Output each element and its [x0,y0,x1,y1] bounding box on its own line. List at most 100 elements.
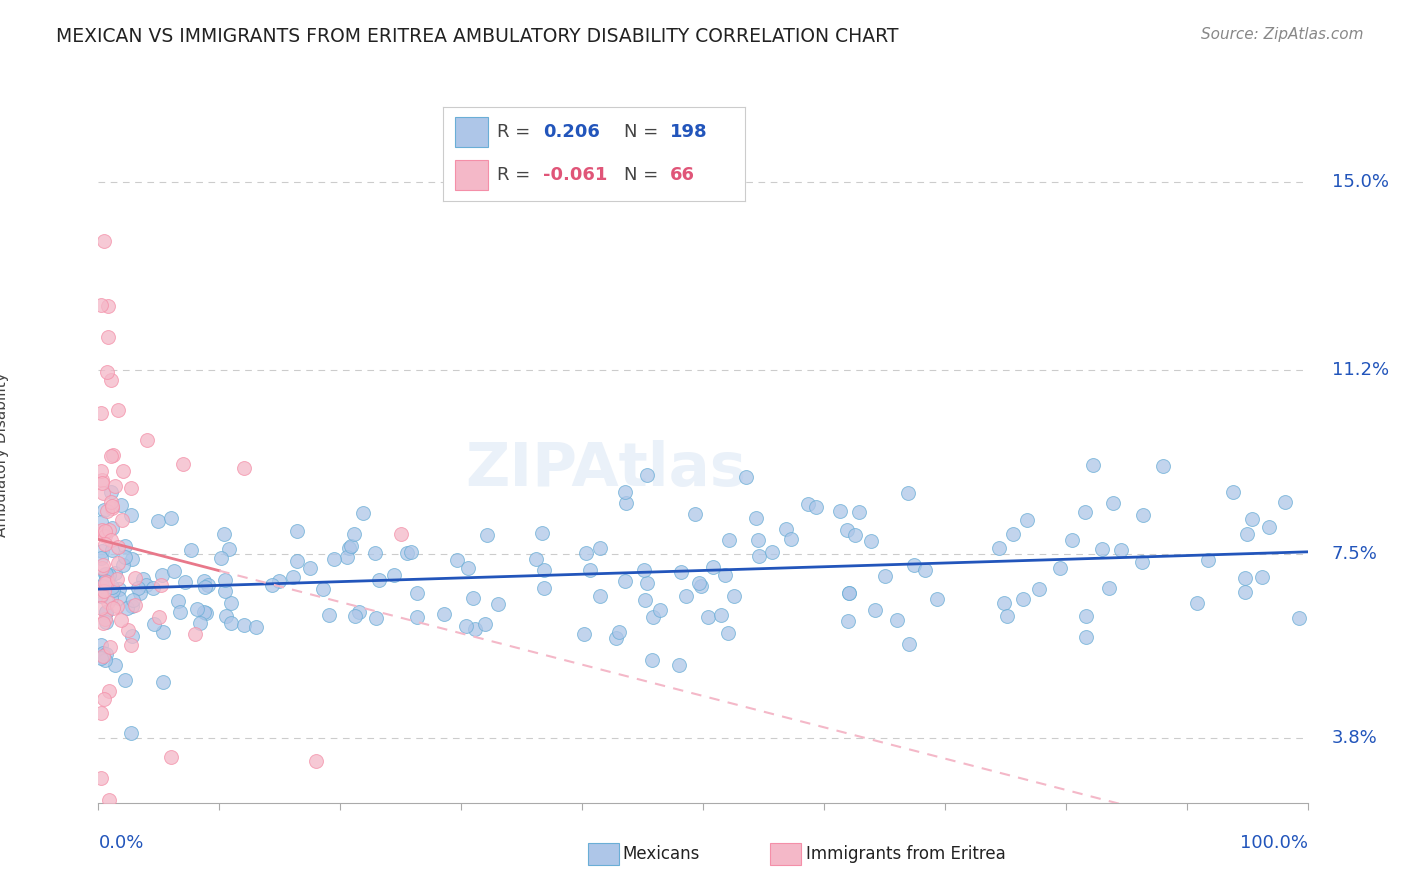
Point [90,298,112,312]
Point [363,546,385,560]
Point [486,597,509,611]
Point [96,504,118,518]
Point [283,570,305,584]
Point [607,625,630,640]
Point [90,638,112,652]
Point [163,564,186,578]
Point [761,545,783,559]
Point [389,527,412,541]
Point [464,622,486,636]
Point [97,299,120,313]
Point [914,563,936,577]
Point [121,629,143,643]
Point [668,657,690,672]
Text: 0.206: 0.206 [543,123,599,141]
Point [1234,571,1257,585]
Text: N =: N = [624,123,664,141]
Point [100,495,122,509]
Point [433,607,456,621]
Bar [456,118,488,147]
Point [1234,584,1257,599]
Point [197,578,219,592]
Point [214,574,236,588]
Point [129,586,152,600]
Point [312,582,335,597]
Point [160,749,183,764]
Point [336,550,359,565]
Point [188,615,211,630]
Point [285,554,308,568]
Point [90,589,112,603]
Point [710,608,733,623]
Point [91,615,114,630]
Point [835,523,858,537]
Point [135,577,157,591]
Point [779,533,801,547]
Point [90,584,112,599]
Point [94,524,117,538]
Point [152,675,174,690]
Point [285,524,308,538]
Point [98,684,121,698]
Point [1012,591,1035,606]
Point [1258,520,1281,534]
Point [101,582,124,597]
Point [641,653,664,667]
Point [352,506,374,520]
Point [167,593,190,607]
Point [589,541,612,555]
Point [1049,561,1071,575]
Point [96,615,118,630]
Text: 66: 66 [669,167,695,185]
Point [115,601,138,615]
Text: MEXICAN VS IMMIGRANTS FROM ERITREA AMBULATORY DISABILITY CORRELATION CHART: MEXICAN VS IMMIGRANTS FROM ERITREA AMBUL… [56,27,898,45]
Point [886,614,908,628]
Point [1028,582,1050,596]
Point [688,576,710,591]
Point [94,529,117,543]
Point [395,546,418,560]
Point [873,569,896,583]
Point [93,567,115,582]
Point [90,650,112,665]
Point [105,599,128,613]
Point [104,566,127,580]
Point [120,726,142,740]
Point [105,572,128,586]
Point [533,581,555,595]
Point [588,589,610,603]
Point [186,602,208,616]
Text: Source: ZipAtlas.com: Source: ZipAtlas.com [1201,27,1364,42]
Point [614,485,637,500]
Point [112,558,135,573]
Point [90,601,112,615]
Point [97,330,120,344]
Text: 15.0%: 15.0% [1331,172,1389,191]
Point [775,522,797,536]
Text: 7.5%: 7.5% [1331,545,1378,564]
Point [148,610,170,624]
Point [897,486,920,500]
Point [172,457,194,471]
Point [100,449,122,463]
Point [104,479,127,493]
Point [97,595,120,609]
Point [572,627,595,641]
Point [193,606,215,620]
Point [90,464,112,478]
Point [634,593,657,607]
Point [323,552,346,566]
Point [903,558,925,572]
Point [100,521,122,535]
Point [108,582,131,597]
Point [221,615,243,630]
Point [91,486,114,500]
Point [347,605,370,619]
Point [343,527,366,541]
Point [1081,458,1104,472]
Point [1015,513,1038,527]
Point [111,464,134,478]
Point [94,605,117,619]
Point [633,563,655,577]
Text: R =: R = [498,167,536,185]
